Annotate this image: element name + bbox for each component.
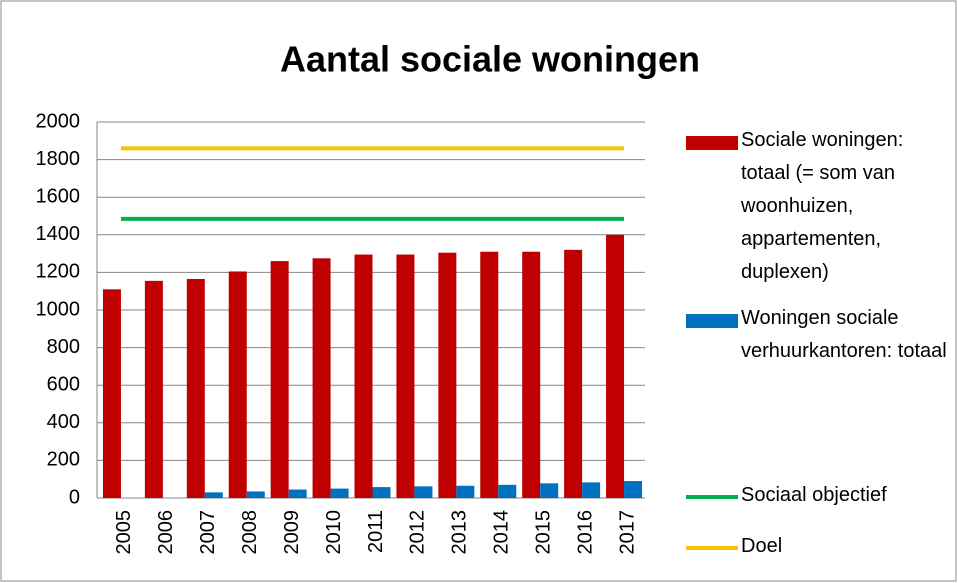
x-tick-label: 2016 (574, 510, 596, 555)
bar (624, 481, 643, 498)
bar (480, 251, 499, 498)
legend-item: Sociale woningen: totaal (= som van woon… (686, 124, 951, 289)
bar (204, 492, 223, 498)
x-tick-label: 2011 (365, 510, 387, 553)
y-tick-label: 1600 (36, 185, 81, 207)
y-tick-label: 800 (47, 336, 80, 358)
bar (144, 280, 163, 498)
bar (438, 252, 457, 498)
legend-swatch (686, 495, 738, 499)
bar (228, 271, 247, 498)
bar (312, 258, 331, 498)
bar (606, 234, 625, 499)
bar (246, 491, 265, 498)
x-tick-label: 2009 (281, 510, 303, 555)
bar (396, 254, 415, 498)
bar (102, 289, 121, 498)
legend-item: Doel (686, 530, 951, 563)
legend-swatch (686, 136, 738, 150)
legend-item: Sociaal objectief (686, 479, 951, 512)
legend-label: Woningen sociale verhuurkantoren: totaal (741, 307, 947, 362)
y-tick-label: 600 (47, 373, 80, 395)
bar (354, 254, 373, 498)
bar (582, 482, 601, 498)
bar (540, 483, 559, 498)
x-tick-label: 2005 (113, 510, 135, 555)
x-tick-label: 2010 (323, 510, 345, 555)
bar (270, 261, 289, 498)
bar (288, 489, 307, 498)
legend-swatch (686, 314, 738, 328)
y-tick-label: 200 (47, 449, 80, 471)
y-tick-label: 1200 (36, 261, 81, 283)
bar (186, 278, 205, 498)
x-tick-label: 2015 (532, 510, 554, 555)
bar (372, 487, 391, 498)
legend-label: Sociaal objectief (741, 484, 887, 506)
legend-item: Woningen sociale verhuurkantoren: totaal (686, 302, 951, 368)
bar (456, 485, 475, 498)
bar (564, 249, 583, 498)
x-tick-label: 2017 (616, 510, 638, 555)
legend-label: Doel (741, 535, 783, 557)
y-tick-label: 1800 (36, 148, 81, 170)
x-tick-label: 2007 (197, 510, 219, 555)
x-tick-label: 2006 (155, 510, 177, 555)
y-tick-label: 400 (47, 411, 80, 433)
bar (498, 484, 517, 498)
chart-title: Aantal sociale woningen (280, 39, 700, 80)
legend-label: Sociale woningen: totaal (= som van woon… (741, 129, 904, 283)
x-tick-label: 2014 (491, 510, 513, 555)
y-tick-label: 1400 (36, 223, 81, 245)
bar (330, 488, 349, 498)
legend-swatch (686, 546, 738, 550)
bar (522, 251, 541, 498)
x-tick-label: 2012 (407, 510, 429, 555)
y-tick-label: 0 (69, 486, 80, 508)
x-tick-label: 2008 (239, 510, 261, 555)
y-tick-label: 2000 (36, 110, 81, 132)
bar (414, 486, 433, 498)
x-tick-label: 2013 (449, 510, 471, 555)
y-tick-label: 1000 (36, 298, 81, 320)
